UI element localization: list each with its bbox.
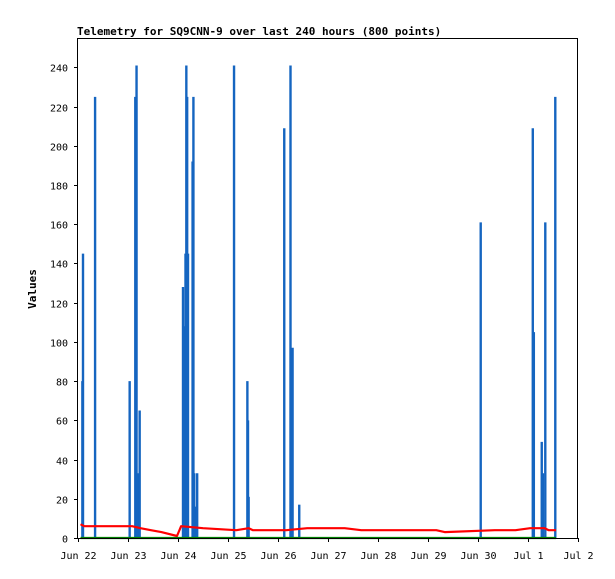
y-axis-label: Values bbox=[26, 269, 39, 309]
y-tick-label: 40 bbox=[56, 457, 68, 468]
y-tick-label: 140 bbox=[50, 260, 68, 271]
y-tick-label: 240 bbox=[50, 64, 68, 75]
y-tick-label: 160 bbox=[50, 221, 68, 232]
x-tick-label: Jul 2 bbox=[563, 551, 593, 562]
x-tick-label: Jun 22 bbox=[60, 551, 96, 562]
x-tick-label: Jun 27 bbox=[310, 551, 346, 562]
y-tick-label: 0 bbox=[62, 535, 68, 546]
x-tick-label: Jun 25 bbox=[210, 551, 246, 562]
plot-frame bbox=[77, 38, 578, 539]
series-line bbox=[80, 523, 557, 538]
x-tick-label: Jun 23 bbox=[110, 551, 146, 562]
x-tick-label: Jun 29 bbox=[410, 551, 446, 562]
x-tick-label: Jun 26 bbox=[260, 551, 296, 562]
y-tick-label: 20 bbox=[56, 496, 68, 507]
x-tick-label: Jul 1 bbox=[513, 551, 543, 562]
x-tick-label: Jun 24 bbox=[160, 551, 196, 562]
axes: 0 20 40 60 80 100 120 140 160 180 200 220 240 Jun 22 J… bbox=[50, 64, 594, 563]
y-tick-label: 220 bbox=[50, 104, 68, 115]
x-tick-label: Jun 28 bbox=[360, 551, 396, 562]
y-tick-label: 200 bbox=[50, 143, 68, 154]
chart-title: Telemetry for SQ9CNN-9 over last 240 hou… bbox=[77, 25, 441, 38]
y-tick-label: 100 bbox=[50, 339, 68, 350]
y-tick-label: 80 bbox=[56, 378, 68, 389]
x-tick-label: Jun 30 bbox=[460, 551, 496, 562]
plot-area bbox=[80, 65, 557, 540]
y-tick-label: 120 bbox=[50, 300, 68, 311]
y-tick-label: 60 bbox=[56, 417, 68, 428]
y-tick-label: 180 bbox=[50, 182, 68, 193]
